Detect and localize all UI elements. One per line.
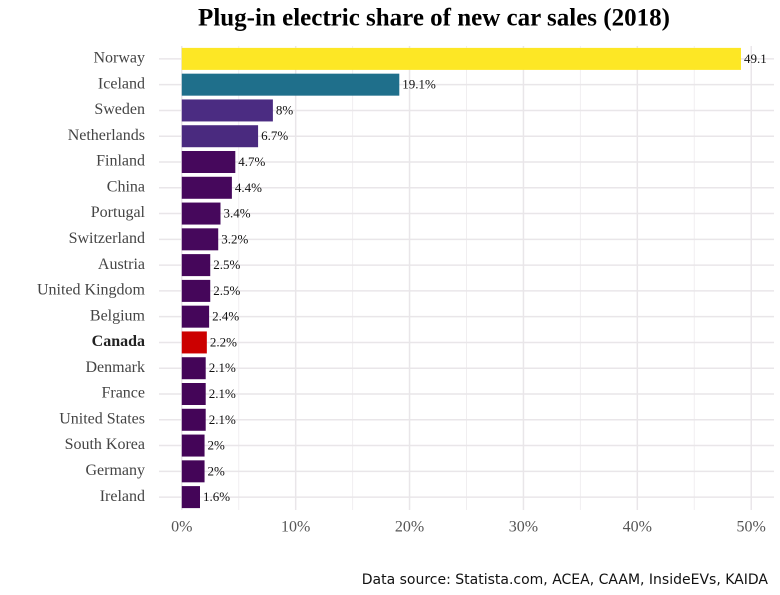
bar [181,331,207,354]
x-tick-label: 0% [171,519,192,536]
y-tick-label: South Korea [65,436,145,453]
bar [181,99,273,122]
bar [181,151,236,173]
y-tick-label: Finland [96,153,145,170]
value-label: 2.2% [210,334,237,349]
source-note: Data source: Statista.com, ACEA, CAAM, I… [362,572,769,588]
value-label: 4.7% [238,154,265,169]
bar [181,434,205,457]
bar [181,202,221,225]
y-tick-label: Canada [92,333,145,350]
bar [181,176,232,199]
x-tick-label: 10% [281,519,310,536]
bar [181,460,205,483]
value-label: 3.2% [221,231,248,246]
bar [181,357,206,380]
y-tick-label: China [107,178,145,195]
bar [181,408,206,431]
y-tick-label: Austria [98,256,145,273]
value-label: 49.1 [744,51,767,66]
y-tick-label: Portugal [91,204,146,221]
y-tick-label: Denmark [85,359,145,376]
value-label: 2.1% [209,386,236,401]
x-tick-label: 20% [395,519,424,536]
bar [181,383,206,405]
y-tick-label: Switzerland [69,230,145,247]
value-label: 19.1% [402,77,436,92]
bar [181,47,741,70]
bar [181,486,200,509]
value-label: 1.6% [203,489,230,504]
bar [181,279,211,302]
y-tick-label: Netherlands [68,127,145,144]
value-label: 2.4% [212,309,239,324]
value-label: 8% [276,102,294,117]
y-tick-label: France [101,385,145,402]
bar [181,254,211,277]
y-tick-label: Ireland [100,488,145,505]
chart-title: Plug-in electric share of new car sales … [198,5,670,32]
bar [181,305,210,328]
y-tick-label: Iceland [98,75,145,92]
bar [181,125,259,148]
x-tick-label: 40% [623,519,652,536]
y-tick-label: Sweden [94,101,145,118]
value-label: 2.5% [213,257,240,272]
x-tick-label: 50% [737,519,766,536]
value-label: 6.7% [261,128,288,143]
value-label: 4.4% [235,180,262,195]
bar [181,73,400,96]
x-tick-label: 30% [509,519,538,536]
value-label: 2.5% [213,283,240,298]
y-tick-label: Norway [93,50,145,67]
y-tick-label: Germany [85,462,145,479]
value-label: 2.1% [209,412,236,427]
y-tick-label: United Kingdom [37,282,146,299]
y-tick-label: Belgium [90,307,146,324]
value-label: 2.1% [209,360,236,375]
bar [181,228,219,251]
value-label: 3.4% [224,206,251,221]
value-label: 2% [208,438,226,453]
y-tick-label: United States [59,410,145,427]
value-label: 2% [208,463,226,478]
